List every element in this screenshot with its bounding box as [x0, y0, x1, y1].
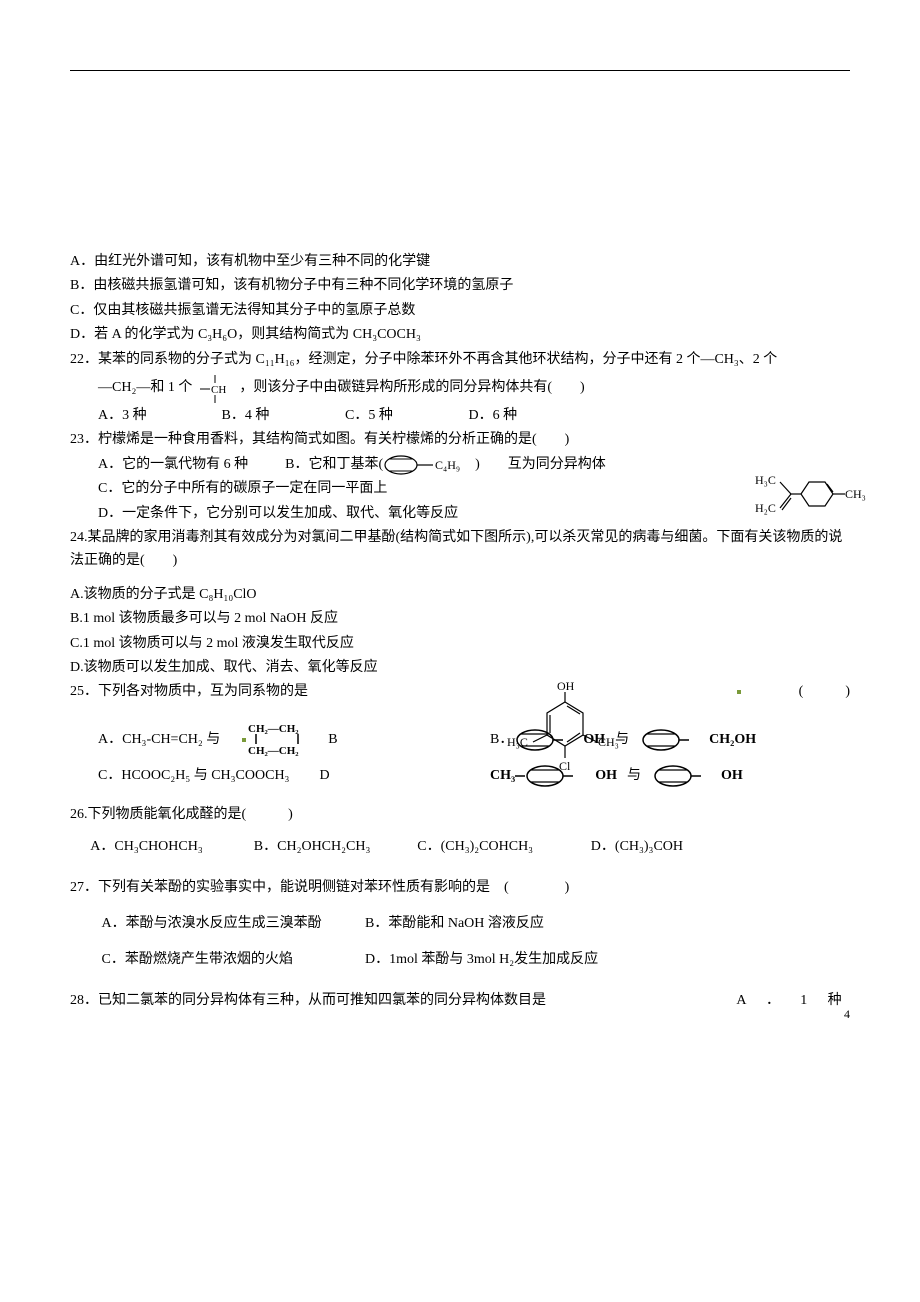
q26-optC: C．(CH₃)₂COHCH₃ [417, 836, 587, 858]
q24-fig-OH: OH [557, 680, 575, 693]
q28-optA: A ． 1 种 [736, 990, 850, 1012]
q25-D-mid: 与 [627, 765, 641, 787]
q25-paren: ( ) [799, 684, 850, 699]
q25-A-label: A．CH₃-CH=CH₂ 与 [98, 729, 220, 751]
q22-options: A．3 种 B．4 种 C．5 种 D．6 种 [70, 405, 850, 427]
limonene-structure-icon: H₃C H₂C CH₃ [755, 472, 870, 518]
q22-stem-b-left: —CH₂—和 1 个 [98, 380, 192, 395]
dot-icon [737, 690, 741, 694]
q26-optA: A．CH₃CHOHCH₃ [90, 836, 250, 858]
q25-C-label: C．HCOOC₂H₅ 与 CH₃COOCH₃ [98, 765, 289, 787]
q27-optC: C．苯酚燃烧产生带浓烟的火焰 [102, 949, 362, 971]
q22-optB: B．4 种 [222, 405, 342, 427]
ch-fragment-icon: CH [196, 373, 236, 403]
q24-fig-Cl: Cl [559, 759, 571, 773]
q28-row: 28．已知二氯苯的同分异构体有三种，从而可推知四氯苯的同分异构体数目是 A ． … [70, 990, 850, 1012]
dot-icon [242, 738, 246, 742]
q25-A-frag-t1: CH₂—CH₂ [248, 723, 299, 735]
q23-inline-label: C₄H₉ [435, 458, 460, 472]
q25-A-trail: B [328, 729, 337, 751]
benzylalcohol-icon [639, 728, 709, 752]
q25-stem: 25．下列各对物质中，互为同系物的是 [70, 681, 308, 703]
q24-optB: B.1 mol 该物质最多可以与 2 mol NaOH 反应 [70, 608, 850, 630]
q24-fig-H3C: H₃C [507, 735, 528, 749]
q27-optB: B．苯酚能和 NaOH 溶液反应 [365, 916, 544, 931]
q23-optD: D．一定条件下，它分别可以发生加成、取代、氧化等反应 [70, 503, 850, 525]
q24-optC: C.1 mol 该物质可以与 2 mol 液溴发生取代反应 [70, 633, 850, 655]
q26-stem: 26.下列物质能氧化成醛的是( ) [70, 804, 850, 826]
q23-optB-left: B．它和丁基苯( [285, 457, 383, 472]
q23-fig-h2c: H₂C [755, 501, 776, 515]
q27-row-CD: C．苯酚燃烧产生带浓烟的火焰 D．1mol 苯酚与 3mol H₂发生加成反应 [70, 949, 850, 971]
q22-stem-b-right: ，则该分子中由碳链异构所形成的同分异构体共有( ) [239, 380, 584, 395]
q24-optA: A.该物质的分子式是 C₈H₁₀ClO [70, 584, 850, 606]
q28-stem: 28．已知二氯苯的同分异构体有三种，从而可推知四氯苯的同分异构体数目是 [70, 990, 546, 1012]
q27-stem: 27．下列有关苯酚的实验事实中，能说明侧链对苯环性质有影响的是 ( ) [70, 877, 850, 899]
q22-stem-b: —CH₂—和 1 个 CH ，则该分子中由碳链异构所形成的同分异构体共有( ) [70, 373, 850, 403]
q22-stem-a: 22．某苯的同系物的分子式为 C₁₁H₁₆，经测定，分子中除苯环外不再含其他环状… [70, 349, 850, 371]
butylbenzene-icon: C₄H₉ [383, 454, 475, 476]
q23-fig-h3c: H₃C [755, 473, 776, 487]
q27-row-AB: A．苯酚与浓溴水反应生成三溴苯酚 B．苯酚能和 NaOH 溶液反应 [70, 913, 850, 935]
q22-optC: C．5 种 [345, 405, 465, 427]
q23-row-ab: A．它的一氯代物有 6 种 B．它和丁基苯( C₄H₉ ) 互为同分异构体 [70, 454, 850, 477]
svg-text:CH: CH [211, 384, 226, 396]
q27-optA: A．苯酚与浓溴水反应生成三溴苯酚 [102, 913, 362, 935]
q25-C-trail: D [319, 765, 329, 787]
q23-optA: A．它的一氯代物有 6 种 [98, 457, 248, 472]
q24-stem: 24.某品牌的家用消毒剂其有效成分为对氯间二甲基酚(结构简式如下图所示),可以杀… [70, 527, 850, 572]
q22-optD: D．6 种 [469, 405, 589, 427]
phenol2-icon [651, 764, 721, 788]
q25-row-AB: A．CH₃-CH=CH₂ 与 CH₂—CH₂ CH₂—CH₂ B B． [70, 722, 850, 758]
q25-A-frag-t2: CH₂—CH₂ [248, 745, 299, 757]
q25-stem-row: 25．下列各对物质中，互为同系物的是 ( ) [70, 681, 850, 703]
cyclobutane-icon: CH₂—CH₂ CH₂—CH₂ [248, 722, 318, 758]
q23-optB-right: ) 互为同分异构体 [475, 457, 606, 472]
q26-optD: D．(CH₃)₃COH [591, 836, 711, 858]
q21-optB: B．由核磁共振氢谱可知，该有机物分子中有三种不同化学环境的氢原子 [70, 275, 850, 297]
q25-row-CD: C．HCOOC₂H₅ 与 CH₃COOCH₃ D CH₃ OH 与 [70, 764, 850, 788]
page-number: 4 [844, 1005, 850, 1024]
q25-D-text2: OH [721, 765, 743, 787]
q22-optA: A．3 种 [98, 405, 218, 427]
chloroxylenol-structure-icon: OH H₃C CH₃ Cl [505, 680, 625, 780]
q21-optC: C．仅由其核磁共振氢谱无法得知其分子中的氢原子总数 [70, 300, 850, 322]
q24-fig-CH3: CH₃ [598, 735, 619, 749]
q26-optB: B．CH₂OHCH₂CH₃ [254, 836, 414, 858]
q23-fig-ch3: CH₃ [845, 487, 866, 501]
q23-optC: C．它的分子中所有的碳原子一定在同一平面上 [70, 478, 850, 500]
q24-optD: D.该物质可以发生加成、取代、消去、氧化等反应 [70, 657, 850, 679]
q23-stem: 23．柠檬烯是一种食用香料，其结构简式如图。有关柠檬烯的分析正确的是( ) [70, 429, 850, 451]
q21-optD: D．若 A 的化学式为 C₃H₆O，则其结构简式为 CH₃COCH₃ [70, 324, 850, 346]
q25-B-text2: CH₂OH [709, 729, 756, 751]
q21-optA: A．由红光外谱可知，该有机物中至少有三种不同的化学键 [70, 251, 850, 273]
q27-optD: D．1mol 苯酚与 3mol H₂发生加成反应 [365, 952, 598, 967]
q26-options: A．CH₃CHOHCH₃ B．CH₂OHCH₂CH₃ C．(CH₃)₂COHCH… [70, 836, 850, 858]
